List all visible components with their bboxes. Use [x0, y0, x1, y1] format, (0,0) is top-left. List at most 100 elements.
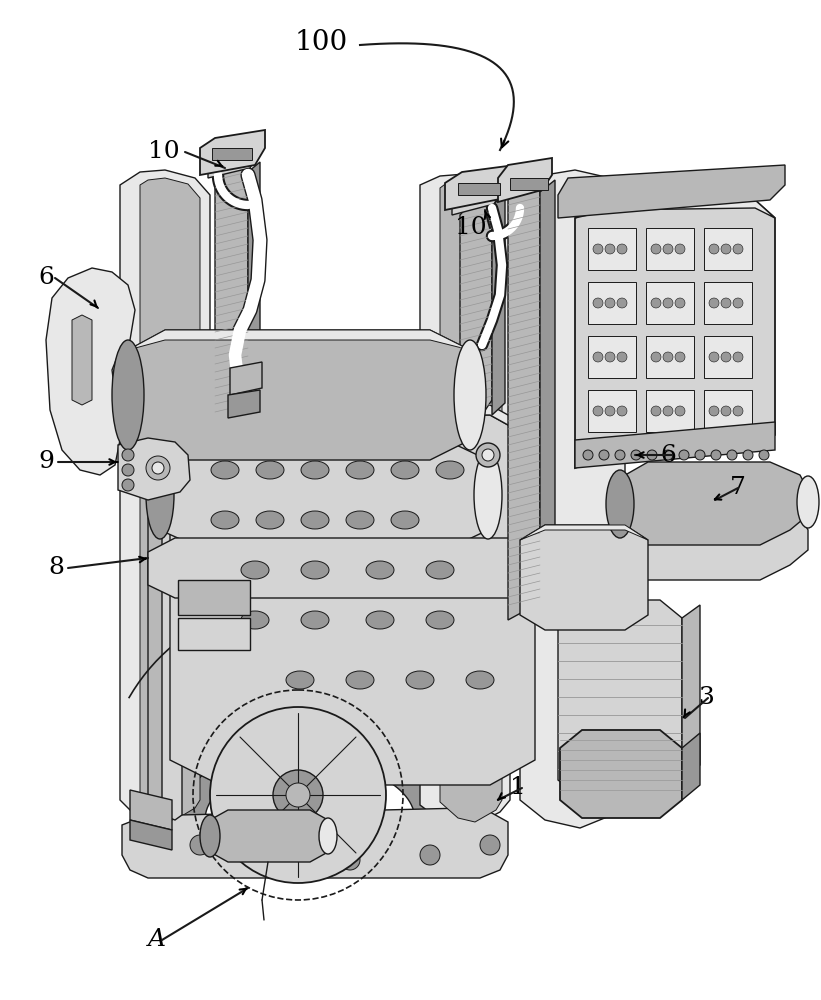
Circle shape: [122, 449, 134, 461]
Polygon shape: [72, 315, 92, 405]
Text: 10: 10: [148, 140, 180, 163]
Bar: [178, 580, 250, 615]
Polygon shape: [46, 268, 135, 475]
Polygon shape: [704, 282, 752, 324]
Polygon shape: [508, 180, 540, 620]
Polygon shape: [128, 330, 470, 350]
Circle shape: [651, 244, 661, 254]
Polygon shape: [558, 600, 682, 798]
Polygon shape: [704, 390, 752, 432]
Circle shape: [631, 450, 641, 460]
Circle shape: [675, 406, 685, 416]
Circle shape: [605, 352, 615, 362]
Polygon shape: [558, 165, 785, 218]
Polygon shape: [646, 228, 694, 270]
Ellipse shape: [241, 561, 269, 579]
Circle shape: [583, 450, 593, 460]
Text: 3: 3: [698, 686, 714, 710]
Ellipse shape: [466, 671, 494, 689]
Circle shape: [615, 450, 625, 460]
Circle shape: [593, 406, 603, 416]
Circle shape: [273, 770, 323, 820]
Ellipse shape: [286, 671, 314, 689]
Polygon shape: [130, 820, 172, 850]
Ellipse shape: [319, 818, 337, 854]
Polygon shape: [460, 195, 492, 428]
Ellipse shape: [366, 561, 394, 579]
Circle shape: [651, 298, 661, 308]
Text: 6: 6: [660, 444, 676, 466]
Ellipse shape: [609, 522, 631, 574]
Ellipse shape: [391, 461, 419, 479]
Polygon shape: [588, 390, 636, 432]
Polygon shape: [575, 200, 775, 468]
Circle shape: [286, 783, 310, 807]
Circle shape: [420, 845, 440, 865]
Circle shape: [675, 352, 685, 362]
Ellipse shape: [474, 451, 502, 539]
Circle shape: [663, 244, 673, 254]
Circle shape: [617, 406, 627, 416]
Circle shape: [605, 244, 615, 254]
Polygon shape: [646, 336, 694, 378]
Ellipse shape: [301, 461, 329, 479]
Circle shape: [709, 352, 719, 362]
Polygon shape: [130, 790, 172, 830]
Circle shape: [122, 479, 134, 491]
Polygon shape: [704, 336, 752, 378]
Circle shape: [340, 850, 360, 870]
Bar: [458, 183, 500, 195]
Polygon shape: [148, 428, 172, 828]
Ellipse shape: [256, 511, 284, 529]
Circle shape: [695, 450, 705, 460]
Ellipse shape: [301, 611, 329, 629]
Ellipse shape: [426, 561, 454, 579]
Polygon shape: [180, 740, 440, 820]
Circle shape: [733, 298, 743, 308]
Circle shape: [733, 406, 743, 416]
Bar: [178, 618, 250, 650]
Polygon shape: [620, 462, 808, 545]
Circle shape: [663, 450, 673, 460]
Polygon shape: [122, 808, 508, 878]
Circle shape: [709, 244, 719, 254]
Text: 8: 8: [48, 556, 64, 580]
Circle shape: [679, 450, 689, 460]
Ellipse shape: [256, 461, 284, 479]
Text: 6: 6: [38, 266, 54, 290]
Polygon shape: [230, 362, 262, 395]
Polygon shape: [120, 170, 210, 825]
Polygon shape: [575, 200, 775, 218]
Text: 1: 1: [510, 776, 525, 800]
Polygon shape: [228, 390, 260, 418]
Polygon shape: [646, 390, 694, 432]
Text: A: A: [148, 928, 166, 952]
Polygon shape: [162, 435, 182, 820]
Polygon shape: [588, 282, 636, 324]
Circle shape: [480, 835, 500, 855]
Circle shape: [210, 707, 386, 883]
Polygon shape: [520, 525, 648, 540]
Circle shape: [675, 298, 685, 308]
Circle shape: [733, 352, 743, 362]
Circle shape: [721, 406, 731, 416]
Polygon shape: [420, 174, 510, 825]
Circle shape: [617, 244, 627, 254]
Polygon shape: [210, 810, 328, 862]
Circle shape: [605, 406, 615, 416]
Polygon shape: [200, 130, 265, 175]
Ellipse shape: [391, 511, 419, 529]
Polygon shape: [704, 228, 752, 270]
Circle shape: [476, 443, 500, 467]
Circle shape: [482, 449, 494, 461]
Text: 10: 10: [455, 217, 487, 239]
Circle shape: [759, 450, 769, 460]
Ellipse shape: [241, 611, 269, 629]
Polygon shape: [520, 525, 648, 630]
Text: 7: 7: [730, 477, 745, 499]
Polygon shape: [160, 442, 488, 548]
Ellipse shape: [346, 511, 374, 529]
Text: 9: 9: [38, 450, 54, 474]
Ellipse shape: [366, 611, 394, 629]
Circle shape: [675, 244, 685, 254]
